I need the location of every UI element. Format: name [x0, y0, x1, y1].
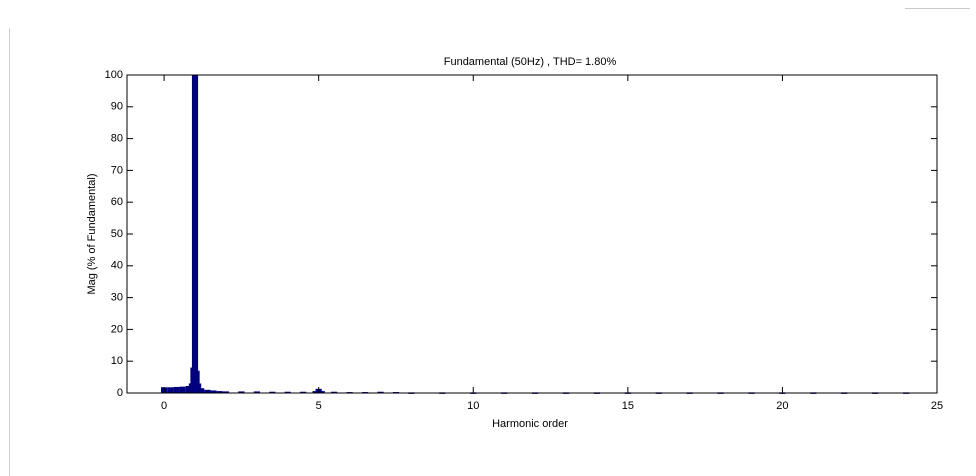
bar	[377, 391, 384, 394]
y-tick-label: 60	[111, 196, 123, 208]
x-tick-label: 20	[776, 400, 788, 412]
bar	[167, 387, 174, 393]
bar	[179, 386, 186, 393]
y-tick-label: 40	[111, 260, 123, 272]
bar	[312, 391, 319, 393]
x-tick-label: 5	[316, 400, 322, 412]
y-tick-label: 70	[111, 164, 123, 176]
bar	[191, 75, 199, 393]
bar	[193, 370, 200, 393]
y-tick-label: 80	[111, 133, 123, 145]
y-tick-label: 100	[105, 69, 123, 81]
y-tick-label: 0	[117, 387, 123, 399]
bar	[331, 391, 338, 394]
bar	[198, 388, 205, 393]
y-tick-label: 90	[111, 101, 123, 113]
x-tick-label: 10	[467, 400, 479, 412]
bar	[216, 391, 223, 393]
x-axis-label: Harmonic order	[492, 418, 568, 430]
bar	[238, 391, 245, 393]
x-tick-label: 15	[622, 400, 634, 412]
bar	[300, 391, 307, 394]
bar	[210, 390, 217, 393]
y-axis-label: Mag (% of Fundamental)	[86, 173, 98, 294]
y-tick-label: 50	[111, 228, 123, 240]
y-tick-label: 20	[111, 323, 123, 335]
bar	[269, 391, 276, 394]
bar	[222, 391, 230, 393]
bar	[318, 391, 325, 393]
bar	[204, 389, 211, 393]
bar	[173, 386, 180, 393]
bar	[284, 391, 291, 394]
bar	[195, 383, 202, 393]
bar	[253, 391, 260, 393]
x-tick-label: 0	[161, 400, 167, 412]
y-tick-label: 30	[111, 292, 123, 304]
y-tick-label: 10	[111, 355, 123, 367]
chart-title: Fundamental (50Hz) , THD= 1.80%	[444, 56, 617, 68]
x-tick-label: 25	[931, 400, 943, 412]
